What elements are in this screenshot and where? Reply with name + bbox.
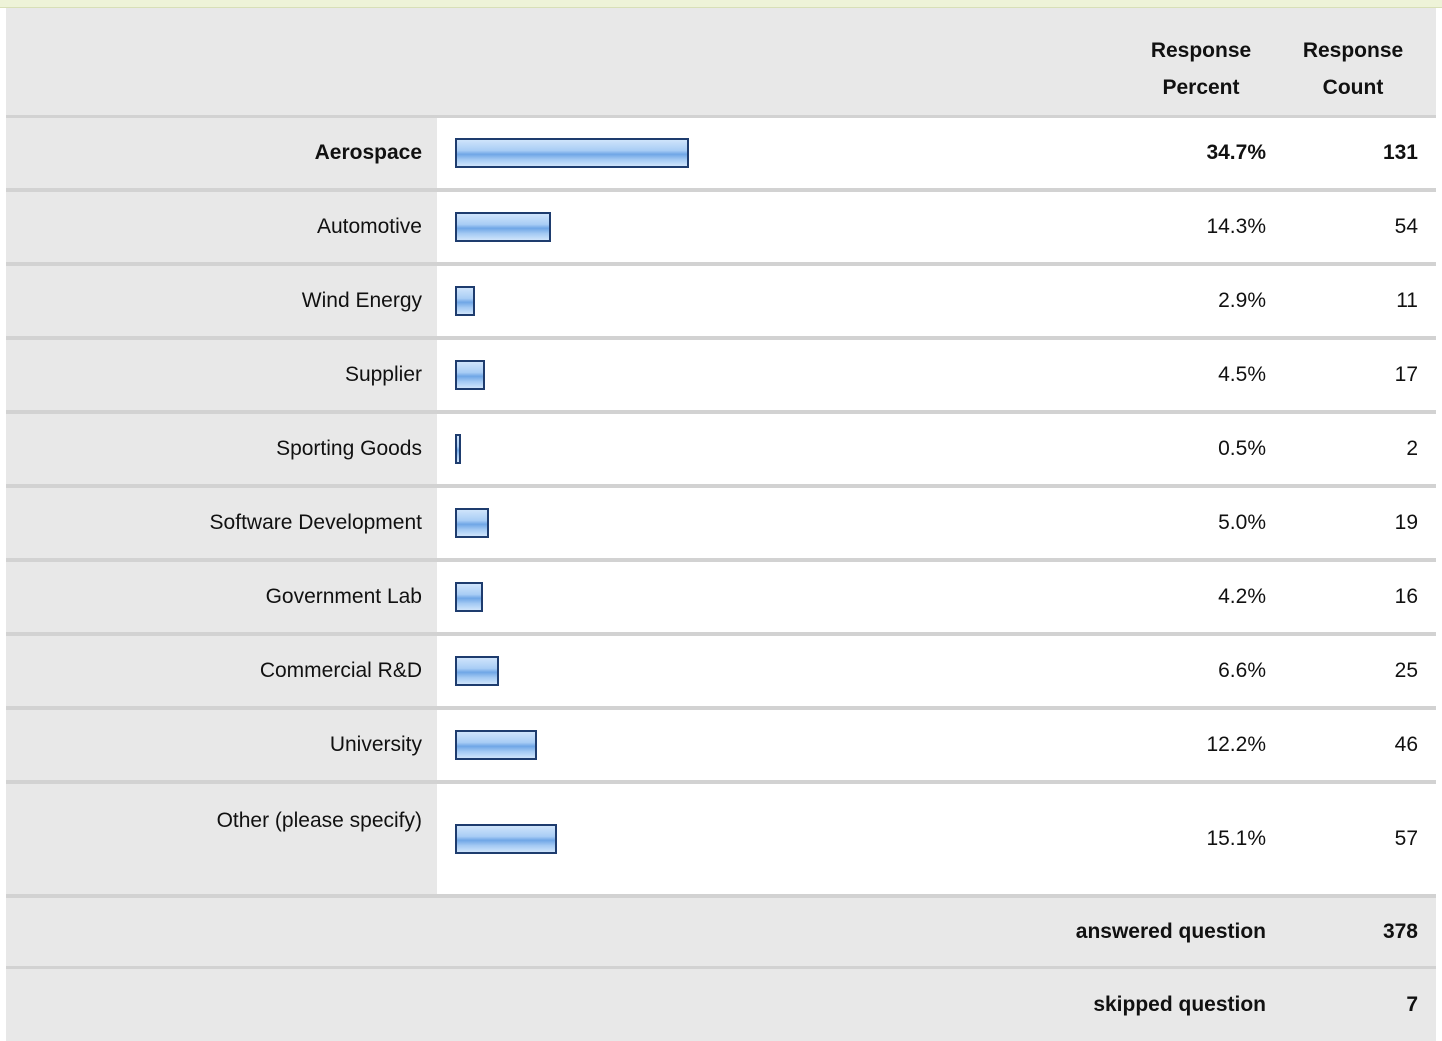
response-count: 46 [1394, 733, 1418, 756]
response-count: 57 [1394, 827, 1418, 850]
header-row: Response Percent Response Count [6, 8, 1436, 118]
answer-row: University 12.2% 46 [6, 710, 1436, 784]
summary-count: 7 [1406, 993, 1418, 1016]
summary-label: answered question [1075, 920, 1266, 943]
summary-count: 378 [1382, 920, 1418, 943]
percent-bar [455, 824, 557, 854]
percent-bar [455, 508, 489, 538]
response-count: 131 [1382, 141, 1418, 164]
answer-label: Aerospace [6, 118, 437, 188]
percent-bar [455, 212, 552, 242]
response-count: 25 [1394, 659, 1418, 682]
response-percent: 14.3% [1206, 215, 1266, 238]
response-percent: 6.6% [1218, 659, 1266, 682]
top-bar [0, 0, 1442, 8]
response-percent: 0.5% [1218, 437, 1266, 460]
response-count: 17 [1394, 363, 1418, 386]
response-count: 19 [1394, 511, 1418, 534]
answer-label: Automotive [6, 192, 437, 262]
percent-bar [455, 582, 484, 612]
response-percent: 4.2% [1218, 585, 1266, 608]
answer-label: Sporting Goods [6, 414, 437, 484]
answer-row: Commercial R&D 6.6% 25 [6, 636, 1436, 710]
response-count: 54 [1394, 215, 1418, 238]
percent-bar [455, 730, 538, 760]
percent-bar [455, 656, 500, 686]
response-percent: 15.1% [1206, 827, 1266, 850]
answer-row: Aerospace 34.7% 131 [6, 118, 1436, 192]
response-percent: 5.0% [1218, 511, 1266, 534]
answer-label: Other (please specify) [6, 784, 437, 894]
answer-row: Software Development 5.0% 19 [6, 488, 1436, 562]
answer-label: Supplier [6, 340, 437, 410]
percent-bar [455, 138, 689, 168]
summary-row: skipped question 7 [6, 969, 1436, 1041]
answer-row: Wind Energy 2.9% 11 [6, 266, 1436, 340]
answer-row: Supplier 4.5% 17 [6, 340, 1436, 414]
percent-bar [455, 286, 475, 316]
response-count: 16 [1394, 585, 1418, 608]
answer-row: Government Lab 4.2% 16 [6, 562, 1436, 636]
answer-row: Automotive 14.3% 54 [6, 192, 1436, 266]
answer-row: Sporting Goods 0.5% 2 [6, 414, 1436, 488]
response-count: 2 [1406, 437, 1418, 460]
response-count: 11 [1396, 289, 1418, 312]
summary-row: answered question 378 [6, 898, 1436, 969]
answer-row: Other (please specify) 15.1% 57 [6, 784, 1436, 898]
response-percent: 2.9% [1218, 289, 1266, 312]
percent-bar [455, 434, 461, 464]
percent-header: Response Percent [1150, 39, 1252, 99]
count-header: Response Count [1302, 39, 1404, 99]
answer-label: Commercial R&D [6, 636, 437, 706]
response-percent: 12.2% [1206, 733, 1266, 756]
summary-label: skipped question [1093, 993, 1266, 1016]
answer-label: Government Lab [6, 562, 437, 632]
response-percent: 4.5% [1218, 363, 1266, 386]
percent-bar [455, 360, 486, 390]
answer-label: University [6, 710, 437, 780]
answer-label: Software Development [6, 488, 437, 558]
response-percent: 34.7% [1206, 141, 1266, 164]
results-table: Response Percent Response Count Aerospac… [6, 8, 1436, 1041]
answer-label: Wind Energy [6, 266, 437, 336]
